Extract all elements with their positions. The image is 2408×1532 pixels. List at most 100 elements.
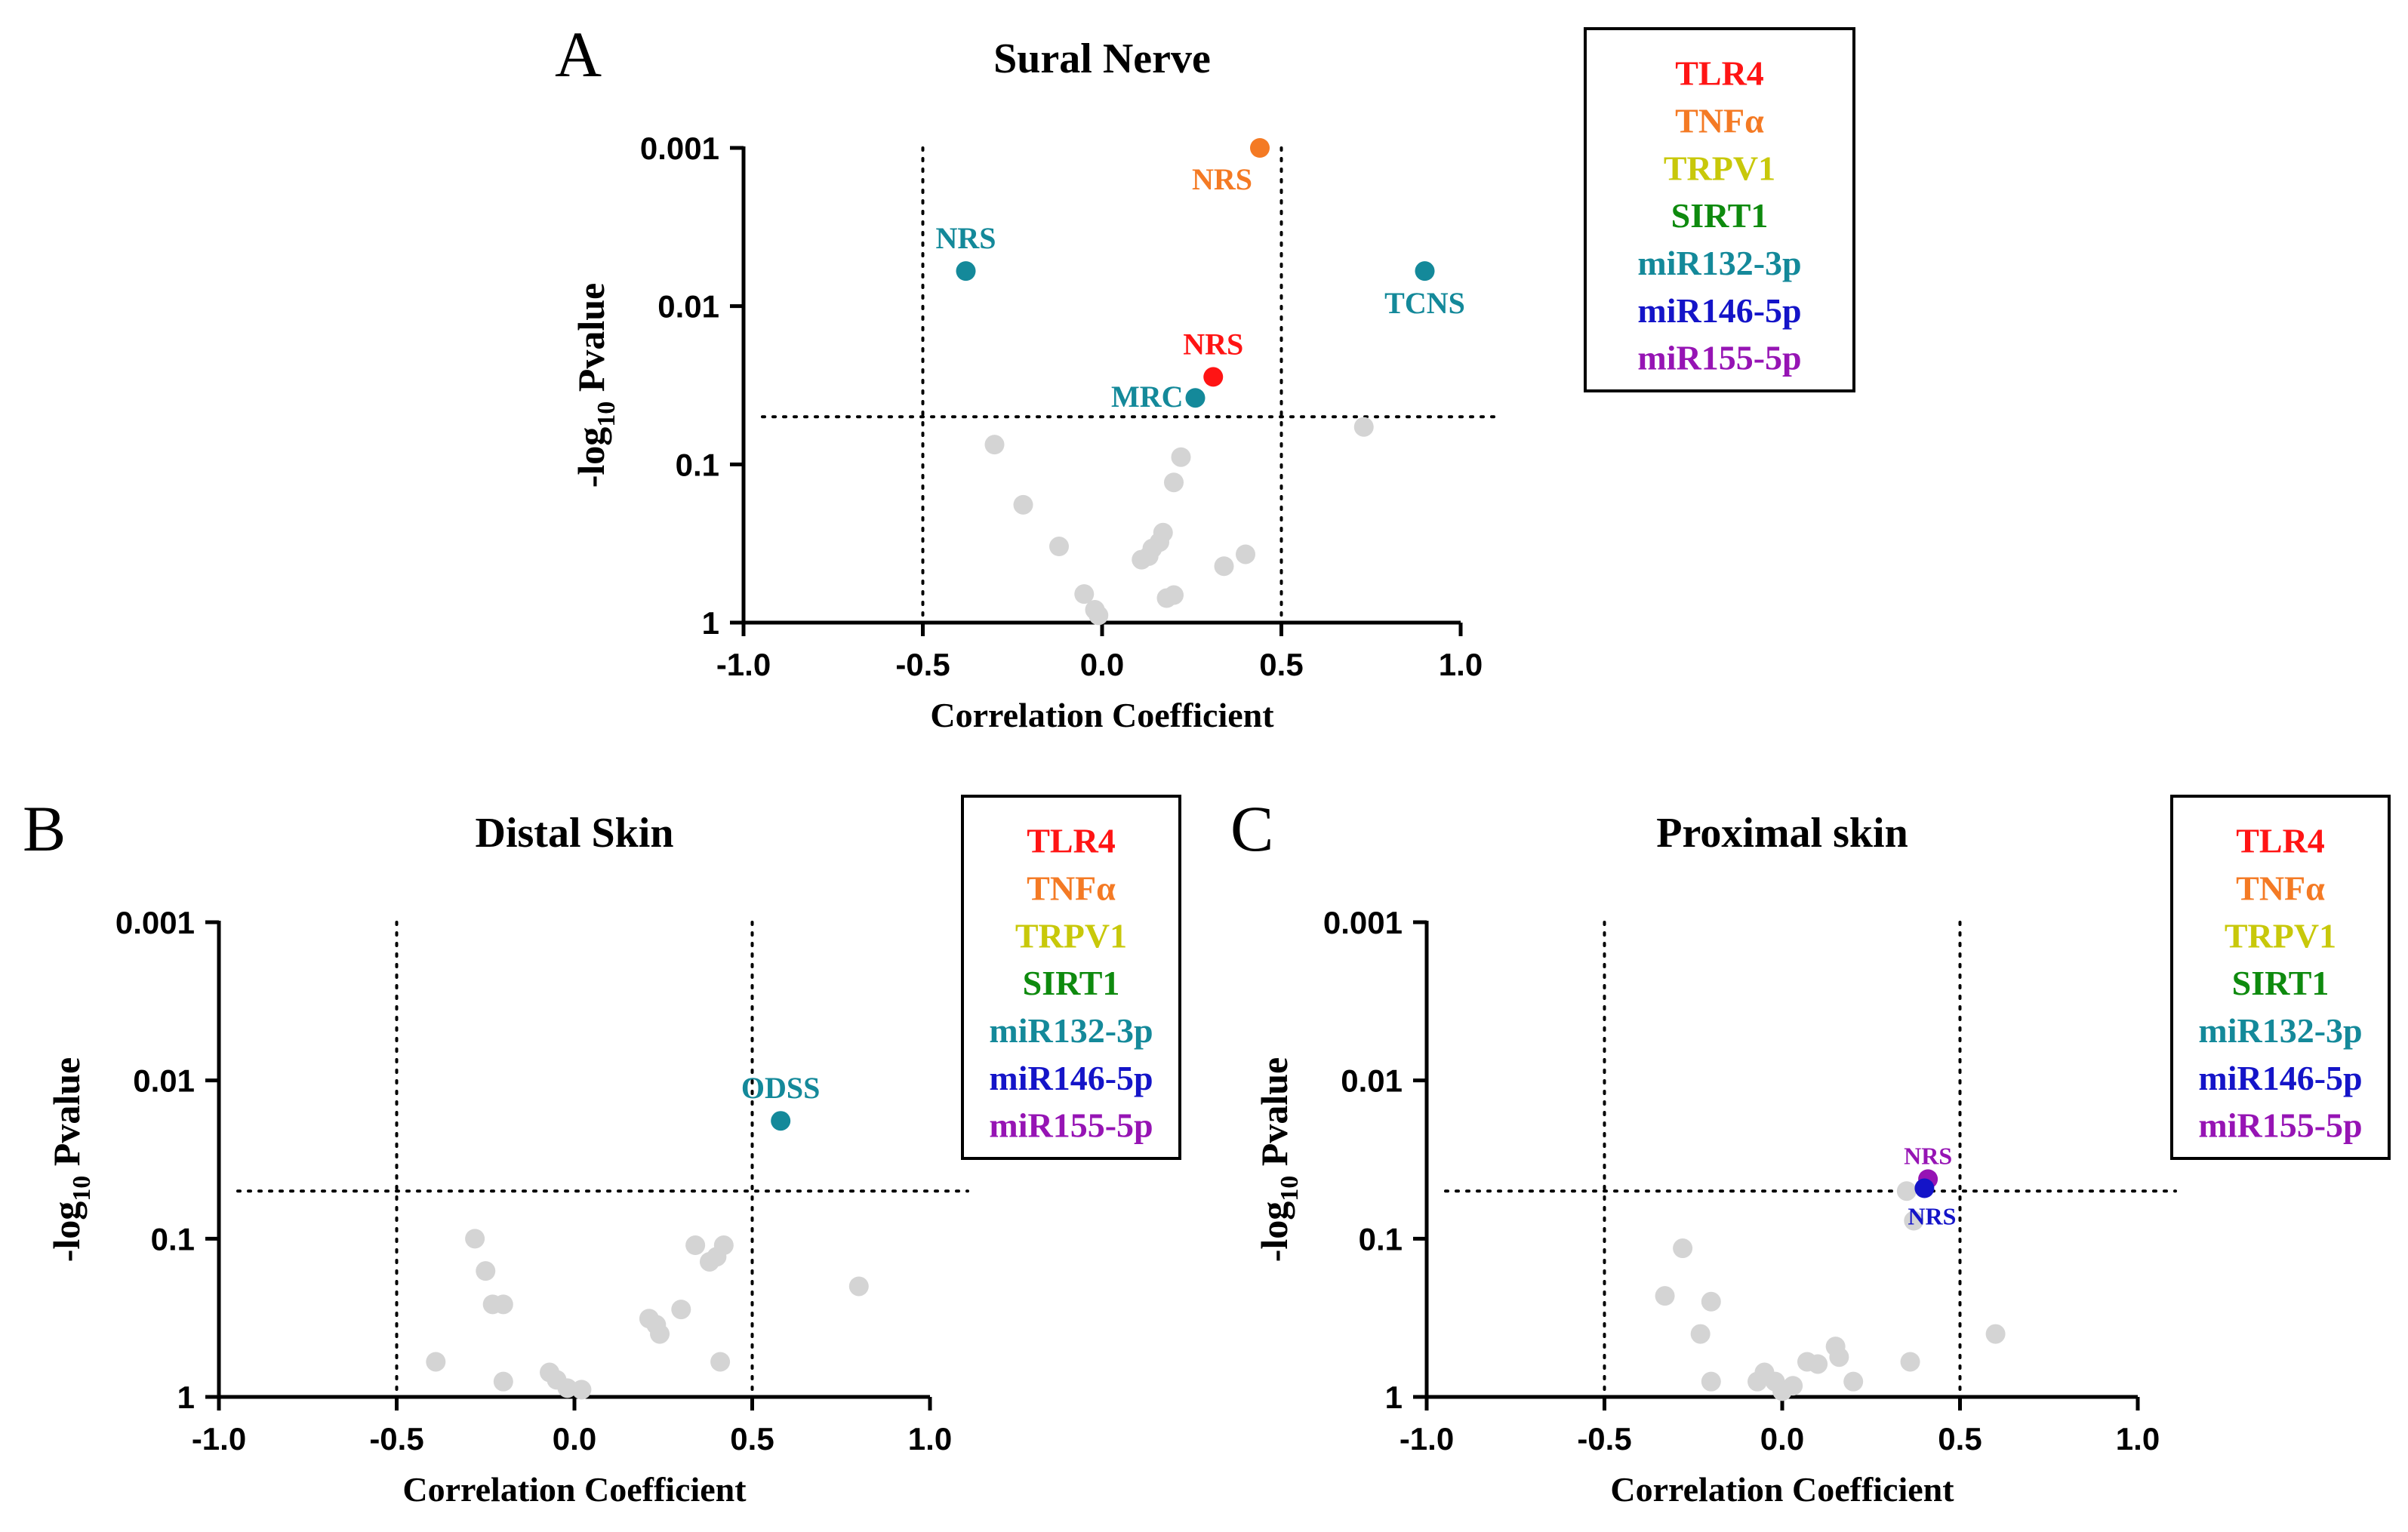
data-point-nonsignificant [713,1235,734,1256]
x-tick-label: 0.0 [1080,647,1124,682]
legend-entry: miR146-5p [2198,1059,2362,1097]
data-point-nonsignificant [493,1294,513,1315]
legend-frame [1584,27,1855,392]
panel-letter: B [23,792,66,865]
y-axis-label-subscript: 10 [68,1176,96,1201]
panel-title: Sural Nerve [993,35,1211,82]
data-point-nonsignificant [1829,1347,1849,1367]
data-point-nonsignificant [671,1300,691,1320]
y-axis-label-suffix: Pvalue [570,283,612,401]
y-tick-label: 0.1 [1359,1221,1403,1257]
y-axis-label-subscript: 10 [593,401,620,427]
data-point-significant [1185,388,1206,408]
legend-entry: TRPV1 [1015,916,1127,955]
panel-title: Distal Skin [476,810,674,857]
x-axis-label: Correlation Coefficient [1610,1470,1954,1509]
data-point-nonsignificant [1747,1371,1768,1392]
legend-entry: miR155-5p [989,1106,1153,1145]
panel-b: B Distal Skin -1.0 -0.5 0.0 0.5 1.0 0.001 0.01 0.… [23,792,969,1509]
legend-entry: SIRT1 [1671,196,1769,235]
x-tick-label: -1.0 [1400,1421,1454,1457]
legend-entry: miR155-5p [2198,1106,2362,1145]
data-point-significant [771,1111,791,1131]
data-point-significant [956,261,976,281]
data-point-nonsignificant [848,1276,869,1297]
data-point-nonsignificant [1900,1352,1920,1372]
data-label: TCNS [1384,286,1465,320]
data-label: ODSS [741,1071,821,1105]
legend-entry: TLR4 [2236,822,2325,860]
data-point-significant [1203,367,1224,387]
x-tick-label: 1.0 [908,1421,952,1457]
legend-entry: TLR4 [1027,822,1116,860]
data-point-nonsignificant [1896,1181,1917,1201]
data-point-nonsignificant [571,1380,592,1400]
x-axis-label: Correlation Coefficient [402,1470,747,1509]
data-point-nonsignificant [710,1352,731,1372]
data-label: NRS [1192,162,1252,196]
y-axis-label: -log10 Pvalue [1253,1057,1304,1262]
data-point-nonsignificant [984,435,1005,455]
data-point-nonsignificant [1164,472,1184,493]
y-axis-label-prefix: -log [45,1201,88,1263]
legend-entry: miR146-5p [1637,291,1801,330]
y-axis-label-suffix: Pvalue [45,1057,88,1176]
legend-entry: TNFα [1027,869,1116,907]
data-point-nonsignificant [1904,1211,1924,1231]
data-point-nonsignificant [1353,417,1374,437]
data-point-nonsignificant [1049,537,1069,557]
y-tick-label: 0.01 [1341,1063,1403,1099]
data-point-nonsignificant [493,1371,513,1392]
data-point-significant [1415,261,1435,281]
legend-box: TLR4 TNFα TRPV1 SIRT1 miR132-3p miR146-5p miR1… [1584,27,1855,392]
y-tick-label: 1 [177,1380,195,1415]
data-point-nonsignificant [465,1229,485,1249]
legend-entry: miR155-5p [1637,339,1801,377]
y-tick-label: 0.001 [115,905,195,940]
data-label: NRS [1183,327,1243,361]
legend-entry: SIRT1 [1023,964,1120,1002]
y-tick-label: 0.001 [1323,905,1403,940]
x-tick-label: -0.5 [369,1421,423,1457]
data-point-nonsignificant [1655,1286,1675,1306]
legend-entry: miR146-5p [989,1059,1153,1097]
x-tick-label: 0.5 [1259,647,1303,682]
x-tick-label: 0.5 [730,1421,774,1457]
data-label: NRS [1908,1203,1956,1230]
y-tick-label: 0.1 [151,1221,195,1257]
data-point-nonsignificant [426,1352,446,1372]
data-point-significant [1914,1178,1935,1198]
data-label: MRC [1111,380,1184,414]
data-point-nonsignificant [1171,447,1191,467]
data-label: NRS [1904,1142,1952,1169]
data-point-nonsignificant [1690,1324,1711,1344]
x-tick-label: -1.0 [716,647,771,682]
y-tick-label: 0.01 [133,1063,195,1099]
legend-box: TLR4 TNFα TRPV1 SIRT1 miR132-3p miR146-5p miR1… [2170,795,2391,1160]
legend-box: TLR4 TNFα TRPV1 SIRT1 miR132-3p miR146-5p miR1… [961,795,1181,1160]
data-point-nonsignificant [1843,1371,1864,1392]
data-point-nonsignificant [1985,1324,2006,1344]
y-tick-label: 1 [1385,1380,1403,1415]
legend-frame [961,795,1181,1160]
panel-a: A Sural Nerve -1.0 -0.5 0.0 0.5 1.0 0.001 0.01 0.… [555,18,1500,734]
y-axis-label-prefix: -log [570,427,612,488]
panel-c: C Proximal skin -1.0 -0.5 0.0 0.5 1.0 0.001 0.01… [1230,792,2177,1509]
data-point-nonsignificant [650,1324,670,1344]
data-label: NRS [935,221,996,255]
data-point-nonsignificant [1156,588,1177,608]
y-tick-label: 0.01 [657,289,719,325]
data-point-nonsignificant [1701,1291,1721,1312]
legend-entry: TRPV1 [2225,916,2336,955]
legend-entry: TNFα [2236,869,2325,907]
y-axis-label-subscript: 10 [1276,1176,1304,1201]
y-tick-label: 0.001 [640,131,719,166]
data-point-nonsignificant [1089,605,1109,626]
panel-letter: C [1230,792,1273,865]
legend-entry: miR132-3p [2198,1011,2362,1050]
x-tick-label: 0.5 [1938,1421,1982,1457]
data-point-nonsignificant [1236,544,1255,565]
data-point-nonsignificant [1783,1376,1803,1396]
y-tick-label: 1 [702,605,719,641]
